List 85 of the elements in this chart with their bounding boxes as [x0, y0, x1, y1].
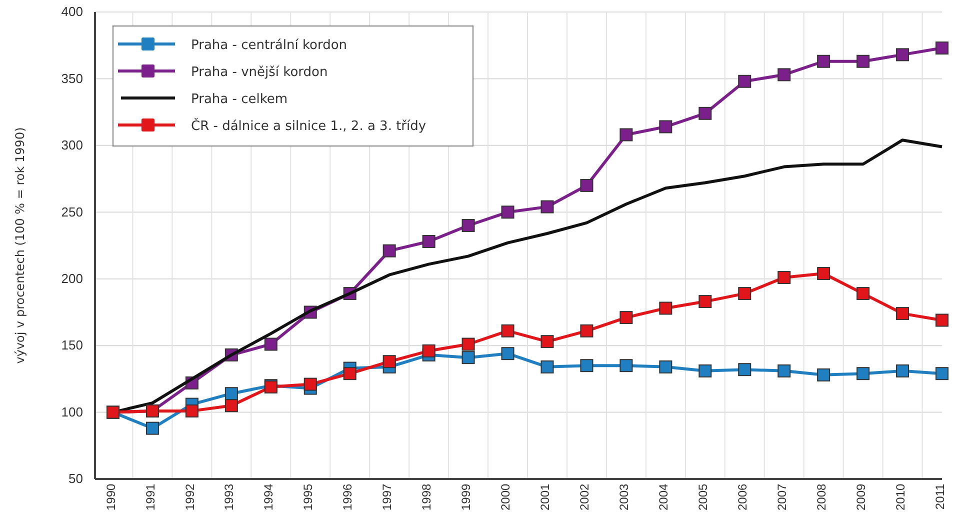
point	[698, 106, 712, 120]
y-tick-label: 150	[61, 338, 83, 353]
y-axis-title: vývoj v procentech (100 % = rok 1990)	[13, 127, 27, 364]
point	[896, 307, 910, 320]
point	[224, 387, 238, 400]
y-tick-label: 350	[61, 70, 83, 86]
x-tick-label: 1997	[380, 483, 394, 511]
y-tick-label: 50	[68, 471, 83, 486]
point	[856, 287, 870, 300]
point	[778, 68, 791, 82]
point	[224, 399, 238, 412]
point	[620, 311, 633, 324]
point	[659, 120, 672, 134]
point	[778, 364, 791, 378]
point	[896, 364, 910, 378]
x-tick-label: 1998	[420, 483, 434, 511]
x-tick-label: 2004	[656, 483, 670, 511]
point	[264, 338, 278, 351]
legend-label: Praha - centrální kordon	[191, 38, 348, 53]
y-tick-label: 250	[61, 204, 83, 220]
point	[620, 128, 633, 142]
point	[580, 178, 594, 192]
x-tick-label: 2011	[932, 483, 947, 510]
point	[382, 244, 396, 258]
x-tick-label: 1991	[143, 483, 158, 511]
x-tick-label: 2008	[814, 483, 828, 511]
point	[185, 404, 198, 418]
point	[936, 42, 948, 55]
legend-label: Praha - celkem	[191, 92, 288, 107]
y-tick-label: 200	[61, 271, 83, 286]
x-tick-label: 2002	[578, 483, 592, 511]
point	[856, 54, 870, 68]
x-tick-label: 1999	[459, 483, 474, 511]
x-tick-label: 1994	[262, 483, 276, 511]
x-tick-label: 2001	[538, 483, 552, 511]
y-tick-label: 100	[61, 404, 83, 420]
point	[462, 218, 475, 232]
point	[422, 344, 436, 358]
point	[146, 422, 159, 435]
point	[462, 338, 475, 351]
x-tick-label: 2000	[498, 483, 513, 511]
point	[817, 368, 830, 382]
legend-label: Praha - vnější kordon	[191, 65, 328, 80]
point	[817, 54, 830, 68]
point	[896, 48, 910, 62]
point	[817, 267, 830, 280]
x-tick-label: 1995	[301, 483, 316, 511]
point	[936, 367, 948, 380]
y-tick-label: 400	[61, 4, 83, 20]
point	[698, 364, 712, 378]
point	[936, 314, 948, 327]
point	[422, 234, 436, 248]
point	[304, 378, 317, 391]
point	[540, 200, 554, 214]
point	[540, 360, 554, 374]
point	[343, 367, 356, 380]
point	[580, 324, 594, 338]
point	[738, 74, 752, 88]
point	[659, 360, 672, 374]
point	[856, 367, 870, 380]
x-tick-label: 2006	[735, 483, 750, 511]
point	[462, 351, 475, 364]
point	[698, 295, 712, 308]
x-tick-label: 1992	[182, 483, 197, 511]
x-tick-label: 1990	[104, 483, 118, 511]
point	[501, 206, 514, 219]
x-tick-label: 2010	[893, 483, 908, 511]
point	[501, 347, 514, 360]
point	[738, 363, 752, 376]
x-tick-label: 2009	[854, 483, 868, 511]
point	[659, 302, 672, 315]
x-tick-label: 2007	[774, 483, 789, 511]
x-tick-label: 1993	[222, 483, 236, 511]
legend-label: ČR - dálnice a silnice 1., 2. a 3. třídy	[191, 117, 426, 134]
point	[580, 359, 594, 372]
point	[620, 359, 633, 372]
point	[501, 324, 514, 338]
x-tick-label: 2003	[616, 483, 631, 511]
point	[738, 287, 752, 300]
point	[540, 335, 554, 348]
x-tick-label: 2005	[696, 483, 710, 511]
x-tick-label: 1996	[340, 483, 355, 511]
point	[382, 355, 396, 368]
y-tick-label: 300	[61, 138, 83, 153]
point	[778, 271, 791, 284]
